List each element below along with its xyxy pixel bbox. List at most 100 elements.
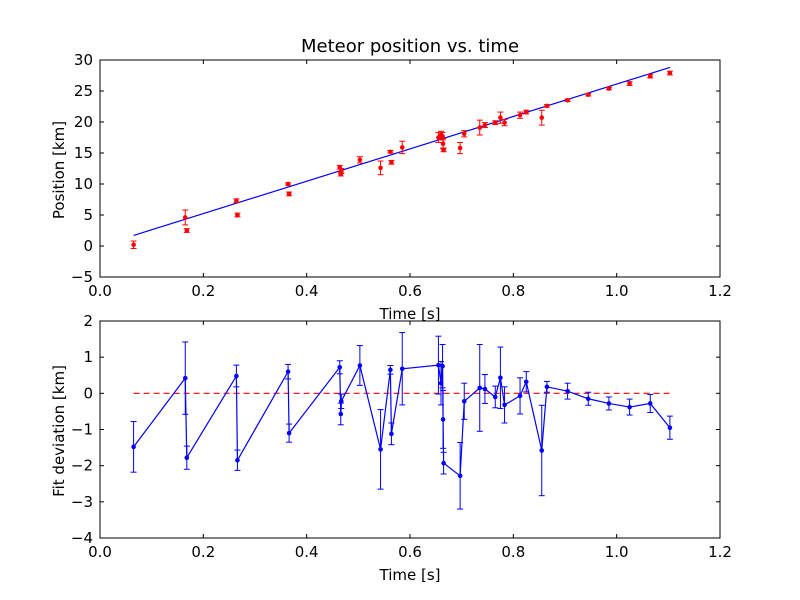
y-tick-label: −3 — [71, 493, 93, 511]
deviation-chart-marks — [130, 332, 673, 510]
y-tick-label: −5 — [71, 268, 93, 286]
data-point — [667, 70, 673, 76]
y-tick-label: 2 — [83, 312, 93, 330]
x-tick-label: 0.6 — [398, 543, 422, 561]
data-point — [182, 375, 188, 381]
x-tick-label: 0.8 — [501, 282, 525, 300]
data-point — [285, 369, 291, 374]
y-tick-label: 0 — [83, 384, 93, 402]
data-point — [498, 115, 503, 120]
y-tick-label: 25 — [74, 82, 93, 100]
x-tick-label: 0.8 — [501, 543, 525, 561]
position-chart-frame — [99, 59, 721, 278]
y-tick-label: 0 — [83, 237, 93, 255]
data-point — [585, 92, 591, 98]
data-point — [357, 363, 363, 368]
data-point — [585, 396, 591, 402]
data-point — [378, 165, 383, 171]
data-point — [436, 362, 441, 368]
x-tick-label: 0.2 — [191, 543, 215, 561]
data-point — [606, 86, 612, 91]
data-point — [477, 125, 483, 130]
y-tick-label: 10 — [74, 175, 93, 193]
data-point — [440, 133, 445, 139]
x-tick-label: 0.6 — [398, 282, 422, 300]
x-tick-label: 0.0 — [88, 282, 112, 300]
y-tick-label: −1 — [71, 421, 93, 439]
chart-title: Meteor position vs. time — [301, 36, 519, 57]
data-point — [544, 103, 550, 109]
position-chart: Meteor position vs. time 0.0 0.2 0.4 0.6 0.8… — [50, 36, 732, 323]
data-point — [285, 181, 291, 187]
data-point — [389, 160, 394, 165]
data-point — [389, 431, 394, 437]
data-point — [286, 191, 292, 197]
data-point — [647, 73, 653, 79]
data-point — [378, 447, 383, 452]
data-point — [184, 228, 190, 233]
x-tick-label: 0.4 — [295, 282, 319, 300]
data-point — [539, 448, 545, 453]
position-chart-marks — [130, 66, 673, 249]
x-tick-label: 1.0 — [605, 282, 629, 300]
data-point — [441, 460, 446, 466]
y-tick-label: −2 — [71, 457, 93, 475]
data-point — [482, 386, 488, 392]
y-tick-label: 1 — [83, 348, 93, 366]
x-tick-label: 1.2 — [708, 282, 732, 300]
y-tick-label: 30 — [74, 51, 93, 69]
x-axis-label: Time [s] — [379, 305, 441, 323]
deviation-chart-ticks: 0.0 0.2 0.4 0.6 0.8 1.0 1.2 −4 −3 −2 −1 0 1 2 — [71, 312, 732, 561]
fit-line — [133, 66, 671, 237]
data-point — [235, 212, 240, 218]
data-point — [182, 215, 188, 220]
x-tick-label: 0.2 — [191, 282, 215, 300]
data-point — [523, 379, 529, 385]
data-point — [627, 404, 632, 410]
data-point — [627, 81, 632, 86]
data-point — [235, 457, 240, 463]
data-point — [388, 367, 393, 373]
x-tick-label: 0.0 — [88, 543, 112, 561]
x-tick-label: 1.0 — [605, 543, 629, 561]
data-point — [523, 109, 529, 115]
data-point — [492, 120, 498, 125]
data-point — [606, 401, 612, 406]
data-point — [399, 366, 405, 372]
data-point — [502, 402, 507, 408]
data-point — [131, 242, 136, 248]
data-point — [338, 411, 344, 417]
data-point — [234, 198, 239, 204]
data-point — [399, 145, 405, 150]
y-tick-label: −4 — [71, 529, 93, 547]
data-point — [461, 131, 467, 137]
data-point — [234, 373, 239, 379]
data-point — [565, 388, 570, 394]
y-axis-label: Position [km] — [50, 121, 68, 219]
data-point — [440, 141, 446, 146]
data-point — [667, 425, 673, 430]
data-point — [502, 120, 507, 125]
data-point — [286, 430, 292, 436]
x-axis-label: Time [s] — [379, 566, 441, 584]
data-point — [544, 384, 550, 390]
data-point — [539, 115, 545, 120]
x-tick-label: 0.4 — [295, 543, 319, 561]
deviation-chart: 0.0 0.2 0.4 0.6 0.8 1.0 1.2 −4 −3 −2 −1 0 1 2 Time [s… — [50, 312, 732, 584]
data-point — [477, 385, 483, 391]
data-point — [441, 147, 446, 153]
data-point — [647, 401, 653, 406]
y-tick-label: 15 — [74, 144, 93, 162]
data-point — [337, 364, 343, 370]
data-point — [498, 375, 503, 381]
data-point — [517, 112, 523, 118]
data-point — [492, 394, 498, 400]
data-point — [440, 417, 446, 422]
y-tick-label: 5 — [83, 206, 93, 224]
data-point — [457, 473, 463, 479]
data-point — [440, 363, 445, 369]
data-point — [357, 157, 363, 163]
x-tick-label: 1.2 — [708, 543, 732, 561]
